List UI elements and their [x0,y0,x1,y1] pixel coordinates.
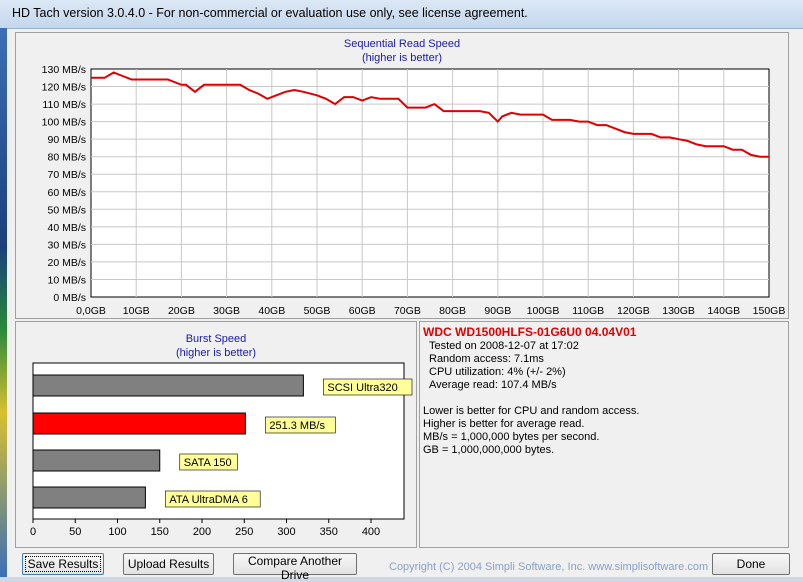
sequential-read-chart: 0 MB/s 10 MB/s 20 MB/s 30 MB/s 40 MB/s 50 MB/… [42,64,786,317]
x-tick-label: 40GB [258,305,285,317]
drive-info-panel: WDC WD1500HLFS-01G6U0 04.04V01 Tested on… [419,321,789,548]
x-tick-label: 300 [277,526,295,538]
burst-bar [32,374,304,397]
save-results-button[interactable]: Save Results [22,553,104,575]
tested-on: Tested on 2008-12-07 at 17:02 [429,340,579,352]
y-tick-label: 60 MB/s [47,187,86,199]
bar-label: 251.3 MB/s [269,420,325,432]
upload-results-button[interactable]: Upload Results [123,553,214,575]
x-tick-label: 10GB [123,305,150,317]
note-line: GB = 1,000,000,000 bytes. [423,444,555,456]
y-tick-label: 0 MB/s [53,292,86,304]
note-line: MB/s = 1,000,000 bytes per second. [423,431,600,443]
y-tick-label: 120 MB/s [42,82,86,94]
x-tick-label: 250 [235,526,253,538]
y-tick-label: 100 MB/s [42,117,86,129]
x-tick-label: 0,0GB [76,305,106,317]
y-tick-label: 30 MB/s [47,239,86,251]
x-tick-label: 30GB [213,305,240,317]
x-tick-label: 150 [151,526,169,538]
sequential-panel: Sequential Read Speed (higher is better)… [15,32,789,319]
read-speed-line [91,71,769,158]
burst-bar [32,412,246,435]
bar-label-box [265,416,336,434]
x-tick-label: 100 [108,526,126,538]
cpu-utilization: CPU utilization: 4% (+/- 2%) [429,366,566,378]
x-tick-label: 200 [193,526,211,538]
x-tick-label: 60GB [349,305,376,317]
x-tick-label: 90GB [484,305,511,317]
bar-label-box [179,453,238,471]
x-tick-label: 50 [69,526,81,538]
x-tick-label: 80GB [439,305,466,317]
y-tick-label: 10 MB/s [47,274,86,286]
x-tick-label: 350 [320,526,338,538]
burst-panel: Burst Speed (higher is better) 0 50 100 150… [15,321,417,548]
burst-subtitle: (higher is better) [175,347,257,359]
note-line: Lower is better for CPU and random acces… [423,405,640,417]
sequential-title: Sequential Read Speed [343,38,461,50]
window-title: HD Tach version 3.0.4.0 - For non-commer… [12,6,528,20]
burst-bar [32,449,161,472]
plot-area [90,68,770,298]
burst-bar [32,486,146,509]
random-access: Random access: 7.1ms [429,353,544,365]
y-tick-label: 130 MB/s [42,64,86,76]
note-line: Higher is better for average read. [423,418,585,430]
bar-label: ATA UltraDMA 6 [169,494,247,506]
x-tick-label: 0 [30,526,36,538]
copyright-text: Copyright (C) 2004 Simpli Software, Inc.… [389,561,709,573]
y-tick-label: 20 MB/s [47,257,86,269]
x-tick-label: 120GB [617,305,650,317]
y-tick-label: 70 MB/s [47,169,86,181]
x-tick-label: 50GB [304,305,331,317]
x-tick-label: 100GB [527,305,560,317]
x-tick-label: 20GB [168,305,195,317]
x-tick-label: 130GB [662,305,695,317]
y-tick-label: 110 MB/s [42,99,86,111]
y-tick-label: 90 MB/s [47,134,86,146]
sequential-subtitle: (higher is better) [361,52,443,64]
y-tick-label: 50 MB/s [47,204,86,216]
burst-title: Burst Speed [185,333,247,345]
done-button[interactable]: Done [712,553,790,575]
x-tick-label: 110GB [572,305,604,317]
drive-name: WDC WD1500HLFS-01G6U0 04.04V01 [423,325,637,339]
y-tick-label: 40 MB/s [47,222,86,234]
sequential-chart-title: Sequential Read Speed (higher is better) [16,37,788,65]
burst-chart-title: Burst Speed (higher is better) [16,332,416,360]
bar-label-box [323,378,413,396]
title-bar[interactable]: HD Tach version 3.0.4.0 - For non-commer… [0,0,803,29]
bar-label-box [165,490,261,508]
x-tick-label: 70GB [394,305,421,317]
x-tick-label: 140GB [707,305,740,317]
average-read: Average read: 107.4 MB/s [429,379,557,391]
burst-speed-chart: 0 50 100 150 200 250 300 350 400 SCSI Ultra320 251… [30,362,413,538]
x-tick-label: 150GB [753,305,786,317]
compare-another-drive-button[interactable]: Compare Another Drive [233,553,357,582]
x-tick-label: 400 [362,526,380,538]
desktop-background-strip [0,28,7,577]
bar-label: SCSI Ultra320 [327,382,397,394]
y-tick-label: 80 MB/s [47,152,86,164]
bar-label: SATA 150 [184,457,232,469]
